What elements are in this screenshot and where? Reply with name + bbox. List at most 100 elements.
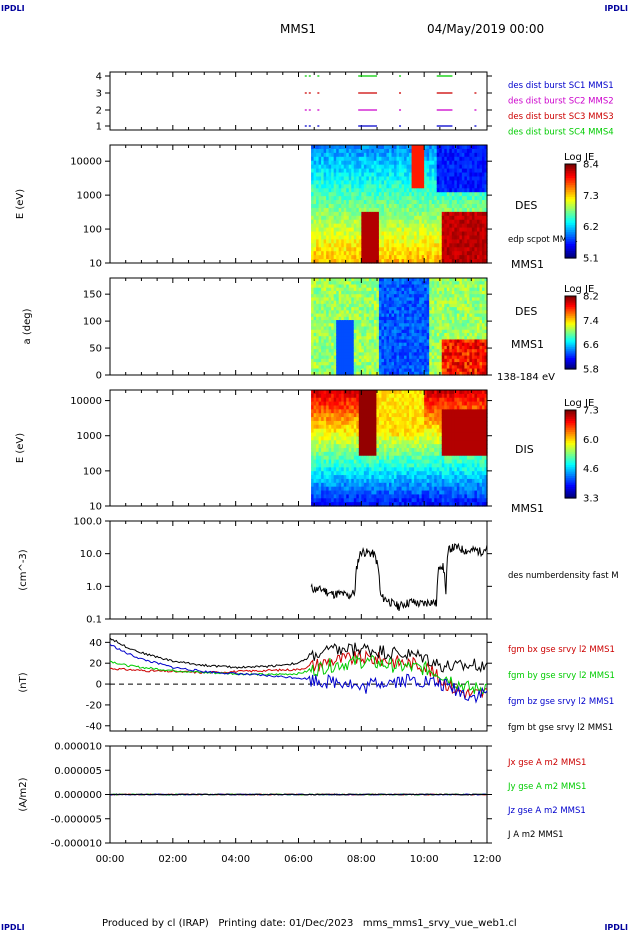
spectrogram-cell <box>326 180 330 185</box>
spectrogram-cell <box>316 215 320 221</box>
spectrogram-cell <box>416 297 420 302</box>
spectrogram-cell <box>471 349 476 353</box>
spectrogram-cell <box>461 145 465 150</box>
spectrogram-cell <box>441 164 445 170</box>
spectrogram-cell <box>449 294 453 298</box>
spectrogram-cell <box>434 239 438 244</box>
spectrogram-cell <box>378 176 383 181</box>
spectrogram-cell <box>429 176 433 181</box>
colorbar-cell <box>565 341 576 345</box>
spectrogram-cell <box>401 251 405 256</box>
spectrogram-cell <box>391 231 395 237</box>
spectrogram-cell <box>318 316 322 321</box>
spectrogram-cell <box>459 297 463 302</box>
spectrogram-cell <box>391 164 395 170</box>
spectrogram-cell <box>416 336 420 341</box>
spectrogram-cell <box>388 168 393 174</box>
spectrogram-cell <box>474 326 478 331</box>
spectrogram-cell <box>311 148 315 154</box>
spectrogram-cell <box>411 200 415 205</box>
spectrogram-cell <box>474 192 478 197</box>
spectrogram-cell <box>466 200 471 205</box>
spectrogram-cell <box>391 323 395 328</box>
spectrogram-cell <box>311 223 315 229</box>
spectrogram-cell <box>386 345 390 350</box>
spectrogram-cell <box>431 235 435 240</box>
spectrogram-cell <box>394 303 398 308</box>
spectrogram-cell <box>346 368 350 373</box>
spectrogram-cell <box>333 148 337 154</box>
spectrogram-cell <box>378 332 383 337</box>
spectrogram-cell <box>431 255 435 260</box>
spectrogram-cell <box>368 332 372 337</box>
spectrogram-cell <box>416 215 420 221</box>
spectrogram-cell <box>476 176 481 181</box>
spectrogram-cell <box>346 459 350 465</box>
spectrogram-cell <box>416 284 420 289</box>
spectrogram-cell <box>406 326 410 331</box>
spectrogram-cell <box>361 336 365 341</box>
spectrogram-cell <box>436 339 440 344</box>
spectrogram-cell <box>318 358 322 363</box>
spectrogram-cell <box>414 156 418 162</box>
spectrogram-cell <box>318 459 322 465</box>
spectrogram-cell <box>474 204 478 209</box>
colorbar-cell <box>565 336 576 339</box>
spectrogram-cell <box>394 332 398 337</box>
spectrogram-cell <box>313 145 317 150</box>
spectrogram-cell <box>404 294 408 298</box>
spectrogram-cell <box>444 329 448 334</box>
spectrogram-cell <box>326 409 330 414</box>
spectrogram-cell <box>371 358 375 363</box>
spectrogram-cell <box>391 204 395 209</box>
spectrogram-cell <box>469 200 473 205</box>
spectrogram-cell <box>436 368 440 373</box>
spectrogram-cell <box>336 463 340 468</box>
spectrogram-cell <box>383 332 388 337</box>
spectrogram-cell <box>416 287 420 292</box>
spectrogram-cell <box>346 176 350 181</box>
spectrogram-cell <box>436 307 440 311</box>
spectrogram-cell <box>336 300 340 305</box>
spectrogram-cell <box>469 255 473 260</box>
spectrogram-cell <box>469 300 473 305</box>
spectrogram-cell <box>338 365 342 370</box>
spectrogram-cell <box>341 336 345 341</box>
spectrogram-cell <box>331 397 335 403</box>
spectrogram-cell <box>411 355 415 360</box>
spectrogram-cell <box>446 352 450 357</box>
spectrogram-cell <box>338 281 342 286</box>
spectrogram-cell <box>318 471 322 476</box>
spectrogram-cell <box>459 255 463 260</box>
spectrogram-cell <box>316 284 320 289</box>
spectrogram-cell <box>336 215 340 221</box>
spectrogram-cell <box>373 207 378 213</box>
spectrogram-cell <box>366 180 370 185</box>
spectrogram-cell <box>391 235 395 240</box>
spectrogram-cell <box>419 160 423 166</box>
spectrogram-cell <box>421 152 425 158</box>
spectrogram-cell <box>459 152 463 158</box>
spectrogram-cell <box>404 223 408 229</box>
spectrogram-cell <box>469 342 473 347</box>
spectrogram-cell <box>383 362 388 366</box>
colorbar-cell <box>565 308 576 312</box>
spectrogram-cell <box>376 196 380 201</box>
spectrogram-cell <box>414 251 418 256</box>
spectrogram-cell <box>311 482 315 488</box>
colorbar-cell <box>565 327 576 330</box>
spectrogram-cell <box>484 287 488 292</box>
spectrogram-cell <box>371 215 375 221</box>
spectrogram-cell <box>449 316 453 321</box>
spectrogram-cell <box>469 345 473 350</box>
spectrogram-cell <box>321 494 325 499</box>
spectrogram-cell <box>476 297 481 302</box>
spectrogram-cell <box>464 219 468 225</box>
spectrogram-cell <box>386 152 390 158</box>
spectrogram-cell <box>321 176 325 181</box>
spectrogram-cell <box>338 428 342 434</box>
spectrogram-cell <box>313 345 317 350</box>
spectrogram-cell <box>346 307 350 311</box>
spectrogram-cell <box>391 320 395 324</box>
spectrogram-cell <box>311 307 315 311</box>
